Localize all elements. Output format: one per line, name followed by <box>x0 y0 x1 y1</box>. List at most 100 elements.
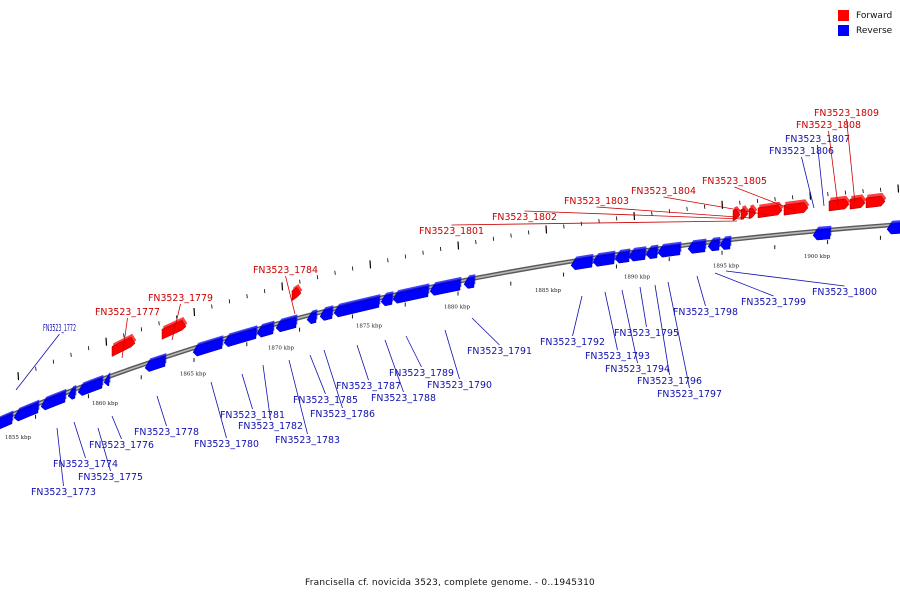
gene-label: FN3523_1807 <box>785 134 850 145</box>
gene-arrow <box>783 202 809 216</box>
gene-arrow <box>144 355 166 372</box>
gene-label: FN3523_1774 <box>53 459 118 470</box>
gene-label: FN3523_1779 <box>148 293 213 304</box>
gene-arrow <box>40 391 66 411</box>
gene-leader-line <box>828 130 839 207</box>
kbp-label: 1865 kbp <box>180 371 207 377</box>
gene-leader-line <box>667 281 690 389</box>
gene-arrow <box>161 319 187 340</box>
outer-tick <box>88 346 90 351</box>
gene-leader-line <box>604 291 618 351</box>
gene-arrow <box>748 207 757 220</box>
gene-leader-line <box>288 359 308 435</box>
outer-tick <box>334 270 336 275</box>
gene-arrow <box>103 375 110 387</box>
gene-label: FN3523_1786 <box>310 409 375 420</box>
gene-leader-line <box>714 272 774 297</box>
gene-leader-line <box>451 220 738 226</box>
gene-leader-line <box>384 339 404 393</box>
gene-label: FN3523_1790 <box>427 380 492 391</box>
gene-leader-line <box>210 381 227 439</box>
gene-label: FN3523_1775 <box>78 472 143 483</box>
outer-tick <box>756 198 759 203</box>
outer-tick <box>422 250 424 255</box>
outer-tick <box>844 190 847 195</box>
outer-tick <box>721 200 724 209</box>
gene-leader-line <box>639 286 647 328</box>
kbp-label: 1880 kbp <box>444 305 471 311</box>
gene-label: FN3523_1792 <box>540 337 605 348</box>
gene-arrow <box>628 249 646 262</box>
gene-label: FN3523_1777 <box>95 307 160 318</box>
outer-tick <box>158 321 160 326</box>
gene-leader-line <box>663 196 769 216</box>
gene-leader-line <box>111 415 122 440</box>
outer-tick <box>228 299 231 304</box>
gene-leader-line <box>817 144 825 207</box>
gene-leader-line <box>56 427 64 487</box>
gene-label: FN3523_1804 <box>631 186 696 197</box>
gene-label: FN3523_1806 <box>769 146 834 157</box>
gene-arrow <box>392 286 429 304</box>
gene-leader-line <box>73 421 86 459</box>
outer-tick <box>739 200 741 205</box>
gene-label: FN3523_1784 <box>253 265 318 276</box>
gene-label: FN3523_1776 <box>89 440 154 451</box>
gene-arrow <box>275 317 297 333</box>
gene-arrow <box>828 198 850 212</box>
outer-tick <box>123 333 125 338</box>
outer-tick <box>193 307 196 317</box>
gene-label: FN3523_1808 <box>796 120 861 131</box>
gene-arrow <box>570 256 593 271</box>
gene-leader-line <box>572 295 583 337</box>
gene-arrow <box>0 413 13 430</box>
legend-reverse-label: Reverse <box>856 25 893 36</box>
gene-label: FN3523_1787 <box>336 381 401 392</box>
outer-tick <box>404 254 407 259</box>
gene-arrow <box>463 277 475 289</box>
legend: Forward Reverse <box>838 8 898 38</box>
outer-tick <box>633 211 636 221</box>
outer-tick <box>598 219 600 224</box>
gene-arrow <box>429 279 461 296</box>
gene-arrow <box>291 286 302 302</box>
gene-label: FN3523_1795 <box>614 328 679 339</box>
gene-leader-line <box>696 275 706 307</box>
outer-tick <box>140 327 143 332</box>
kbp-label: 1890 kbp <box>624 275 651 281</box>
outer-tick <box>35 366 37 371</box>
gene-label: FN3523_1802 <box>492 212 557 223</box>
gene-label: FN3523_1789 <box>389 368 454 379</box>
gene-leader-line <box>725 270 845 287</box>
gene-arrow <box>77 377 103 396</box>
outer-tick <box>246 294 248 299</box>
gene-label: FN3523_1772 <box>43 323 76 334</box>
kbp-label: 1885 kbp <box>535 288 562 294</box>
gene-label: FN3523_1781 <box>220 410 285 421</box>
outer-tick <box>475 240 477 245</box>
gene-label: FN3523_1791 <box>467 346 532 357</box>
gene-arrow <box>192 338 223 357</box>
gene-leader-line <box>801 156 815 209</box>
gene-leader-line <box>241 373 253 410</box>
outer-tick <box>440 246 442 252</box>
legend-forward-swatch <box>838 10 849 21</box>
gene-leader-line <box>471 317 500 346</box>
outer-tick <box>492 236 495 241</box>
gene-label: FN3523_1805 <box>702 176 767 187</box>
outer-tick <box>264 289 266 294</box>
kbp-label: 1860 kbp <box>92 401 119 407</box>
kbp-label: 1855 kbp <box>5 435 32 441</box>
outer-tick <box>281 282 284 291</box>
gene-label: FN3523_1797 <box>657 389 722 400</box>
legend-forward-label: Forward <box>856 10 893 21</box>
outer-tick <box>211 304 213 309</box>
gene-arrow <box>256 323 274 338</box>
kbp-label: 1875 kbp <box>356 324 383 330</box>
outer-tick <box>17 372 20 381</box>
gene-leader-line <box>596 206 752 219</box>
gene-leader-line <box>405 335 422 368</box>
gene-leader-line <box>171 303 181 341</box>
outer-tick <box>352 266 354 271</box>
